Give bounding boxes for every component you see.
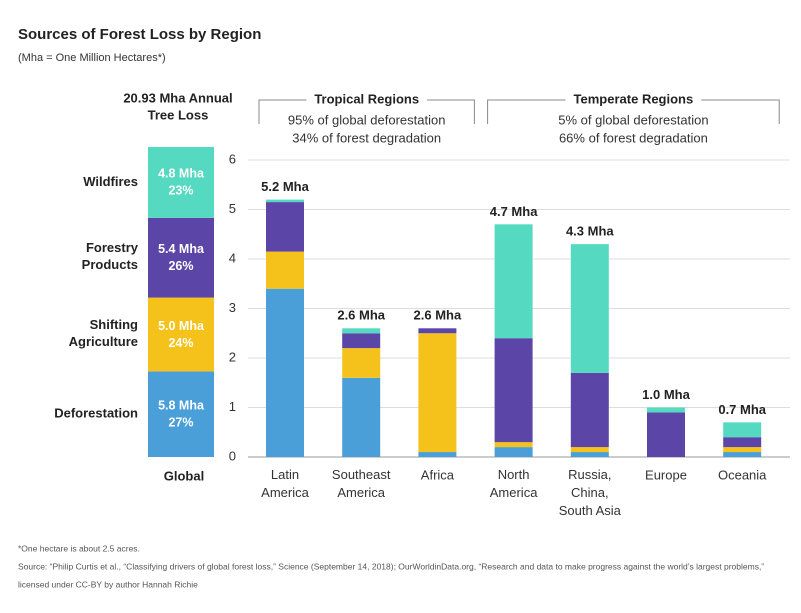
y-tick-label: 1 [229, 399, 236, 414]
share-label: 26% [168, 259, 193, 273]
bar-segment [494, 447, 533, 457]
bar-segment [266, 199, 304, 203]
bar-segment [570, 244, 609, 373]
bar-segment [570, 452, 609, 457]
total-label: 2.6 Mha [414, 308, 462, 323]
y-tick-label: 2 [229, 349, 236, 364]
x-tick-label: Global [164, 468, 204, 483]
y-tick-label: 6 [229, 151, 236, 166]
x-tick-label: North America [490, 467, 538, 500]
y-tick-label: 0 [229, 448, 236, 463]
bar-segment [342, 348, 381, 378]
legend-label: Shifting Agriculture [69, 317, 138, 349]
group-note: 66% of forest degradation [559, 130, 708, 145]
bar-segment [148, 297, 214, 372]
bar-segment [342, 328, 381, 334]
legend-label: Deforestation [54, 406, 138, 421]
x-tick-label: Southeast America [332, 467, 391, 500]
title: Sources of Forest Loss by Region [18, 26, 261, 43]
total-label: 2.6 Mha [337, 308, 385, 323]
group-bracket [258, 99, 475, 124]
bar-segment [570, 447, 609, 453]
x-tick-label: Russia, China, South Asia [559, 467, 622, 518]
value-label: 5.4 Mha [158, 242, 205, 256]
x-tick-label: Latin America [261, 467, 309, 500]
total-label: 1.0 Mha [642, 387, 690, 402]
share-label: 24% [168, 336, 193, 350]
bar-segment [647, 407, 685, 413]
footnote: Source: “Philip Curtis et al., “Classify… [18, 561, 764, 571]
share-label: 23% [168, 184, 193, 198]
bar-segment [266, 251, 304, 289]
value-label: 5.8 Mha [158, 398, 205, 412]
bar-segment [148, 147, 214, 218]
subtitle: (Mha = One Million Hectares*) [18, 52, 166, 64]
x-tick-label: Africa [421, 467, 455, 482]
bar-segment [570, 372, 609, 448]
bar-segment [494, 442, 533, 448]
y-tick-label: 4 [229, 250, 236, 265]
bar-segment [647, 412, 685, 457]
total-label: 4.7 Mha [490, 204, 538, 219]
bar-segment [148, 371, 214, 457]
share-label: 27% [168, 415, 193, 429]
bar-segment [266, 202, 304, 252]
bar-segment [723, 447, 762, 453]
bar-segment [418, 452, 457, 457]
value-label: 4.8 Mha [158, 167, 205, 181]
bar-segment [342, 377, 381, 457]
bar-segment [494, 224, 533, 339]
y-tick-label: 3 [229, 300, 236, 315]
bar-segment [148, 217, 214, 298]
bar-segment [266, 288, 304, 457]
group-label: Tropical Regions [314, 91, 419, 106]
group-label: Temperate Regions [574, 91, 694, 106]
group-note: 95% of global deforestation [288, 112, 446, 127]
group-note: 34% of forest degradation [292, 130, 441, 145]
total-label: 5.2 Mha [261, 179, 309, 194]
total-label: 0.7 Mha [718, 402, 766, 417]
bar-segment [418, 328, 457, 334]
footnote: licensed under CC-BY by author Hannah Ri… [18, 579, 198, 589]
bar-segment [342, 333, 381, 349]
total-label: 4.3 Mha [566, 224, 614, 239]
bar-segment [723, 422, 762, 438]
bar-segment [723, 437, 762, 448]
footnote: *One hectare is about 2.5 acres. [18, 543, 140, 553]
bar-segment [723, 452, 762, 457]
x-tick-label: Europe [645, 467, 687, 482]
legend-label: Wildfires [83, 174, 138, 189]
bar-segment [494, 338, 533, 443]
group-bracket [487, 99, 780, 124]
bar-segment [418, 333, 457, 453]
x-tick-label: Oceania [718, 467, 767, 482]
group-note: 5% of global deforestation [558, 112, 708, 127]
panel-title: 20.93 Mha Annual Tree Loss [123, 91, 232, 123]
legend-label: Forestry Products [82, 241, 139, 273]
y-tick-label: 5 [229, 201, 236, 216]
value-label: 5.0 Mha [158, 319, 205, 333]
